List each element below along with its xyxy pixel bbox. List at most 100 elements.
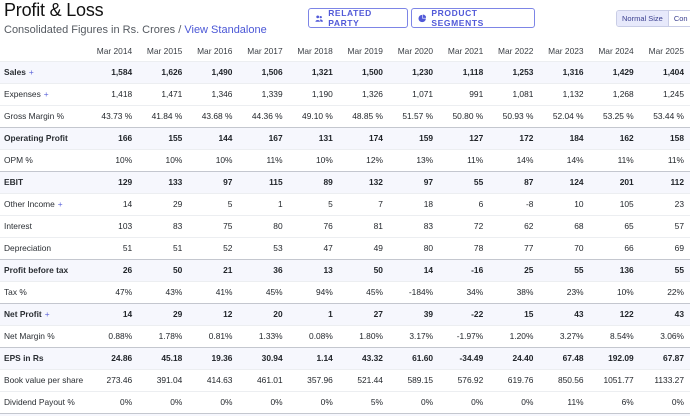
row-label[interactable]: Sales +: [0, 60, 88, 83]
table-cell: 50.80 %: [439, 104, 490, 127]
table-cell: 11%: [639, 148, 690, 171]
table-cell: 80: [388, 236, 440, 259]
table-cell: 53.44 %: [639, 104, 690, 127]
table-cell: 1: [238, 192, 289, 215]
table-cell: 39: [388, 302, 440, 325]
table-cell: 850.56: [539, 368, 590, 391]
column-header: Mar 2024: [598, 46, 634, 57]
table-cell: 25: [489, 258, 540, 281]
table-cell: 1,230: [388, 60, 440, 83]
table-cell: 50.93 %: [489, 104, 540, 127]
table-cell: 61.60: [388, 346, 440, 369]
table-cell: 38%: [489, 280, 540, 303]
table-cell: 13: [288, 258, 339, 281]
table-cell: 112: [639, 170, 690, 193]
table-cell: 3.06%: [639, 324, 690, 347]
table-cell: 1.20%: [489, 324, 540, 347]
table-cell: -1.97%: [439, 324, 490, 347]
table-cell: 0.81%: [188, 324, 239, 347]
table-cell: 1,500: [338, 60, 389, 83]
page-subtitle: Consolidated Figures in Rs. Crores / Vie…: [4, 24, 267, 36]
table-cell: 94%: [288, 280, 339, 303]
table-cell: 1,584: [88, 60, 139, 83]
table-cell: 89: [288, 170, 339, 193]
table-cell: 105: [589, 192, 640, 215]
table-cell: 38.79: [589, 412, 640, 416]
row-label-text: Profit before tax: [4, 265, 69, 275]
table-cell: 7.47: [388, 412, 440, 416]
table-cell: 1,506: [238, 60, 289, 83]
product-segments-button[interactable]: PRODUCT SEGMENTS: [411, 8, 535, 28]
row-label: Profit before tax: [0, 258, 88, 281]
table-cell: 12: [188, 302, 239, 325]
column-header: Mar 2022: [498, 46, 534, 57]
table-cell: 50: [138, 258, 189, 281]
table-cell: 36.27: [88, 412, 139, 416]
table-cell: 129: [88, 170, 139, 193]
column-header: Mar 2018: [297, 46, 333, 57]
table-cell: 1,326: [338, 82, 389, 105]
table-cell: 15: [489, 302, 540, 325]
table-cell: 43%: [138, 280, 189, 303]
table-cell: 1: [288, 302, 339, 325]
table-cell: 0%: [388, 390, 440, 413]
row-label-text: Net Profit: [4, 309, 42, 319]
table-cell: 11%: [238, 148, 289, 171]
table-row: EBIT 129 133 97 115 89 132 97 55 87 124 201 112: [0, 170, 690, 193]
table-cell: 619.76: [489, 368, 540, 391]
row-label: EPS in Rs: [0, 346, 88, 369]
users-icon: [315, 14, 323, 22]
row-label[interactable]: Net Profit +: [0, 302, 88, 325]
header-blank: [0, 42, 88, 61]
table-cell: 1,118: [439, 60, 490, 83]
table-cell: 97: [188, 170, 239, 193]
row-label: Gross Margin %: [0, 104, 88, 127]
related-party-button[interactable]: RELATED PARTY: [308, 8, 408, 28]
view-standalone-link[interactable]: View Standalone: [184, 24, 267, 36]
table-row: Depreciation 51 51 52 53 47 49 80 78 77 70 66 69: [0, 236, 690, 259]
toggle-compact[interactable]: Con: [673, 14, 688, 23]
table-row: Interest 103 83 75 80 76 81 83 72 62 68 65 57: [0, 214, 690, 237]
table-cell: 1,071: [388, 82, 440, 105]
table-cell: 43.73 %: [88, 104, 139, 127]
table-cell: 1,321: [288, 60, 339, 83]
table-cell: 521.44: [338, 368, 389, 391]
table-cell: 23%: [539, 280, 590, 303]
row-label-text: Book value per share: [4, 375, 84, 385]
column-header: Mar 2017: [247, 46, 283, 57]
pie-chart-icon: [418, 13, 427, 22]
table-cell: 45%: [338, 280, 389, 303]
row-label[interactable]: Expenses +: [0, 82, 88, 105]
row-label-text: Gross Margin %: [4, 111, 65, 121]
table-cell: 14%: [539, 148, 590, 171]
table-cell: 53: [238, 236, 289, 259]
toggle-normal-size[interactable]: Normal Size: [617, 11, 669, 26]
table-cell: 50: [338, 258, 389, 281]
table-cell: 162: [589, 126, 640, 149]
table-cell: 1.14: [288, 346, 339, 369]
expand-plus-icon[interactable]: +: [28, 67, 34, 77]
row-label: EBIT: [0, 170, 88, 193]
table-cell: 0.08%: [288, 324, 339, 347]
table-cell: 67.87: [639, 346, 690, 369]
table-cell: 6: [439, 192, 490, 215]
row-label: Book value per share: [0, 368, 88, 391]
table-cell: 0.88%: [88, 324, 139, 347]
table-cell: 1,268: [589, 82, 640, 105]
column-header: Mar 2025: [648, 46, 684, 57]
table-cell: 20: [238, 302, 289, 325]
row-label: Operating Profit: [0, 126, 88, 149]
row-label-text: Tax %: [4, 287, 27, 297]
expand-plus-icon[interactable]: +: [57, 199, 63, 209]
table-cell: 0%: [489, 390, 540, 413]
table-row: Dividend Payout % 0% 0% 0% 0% 0% 5% 0% 0% 0% 11% 6%…: [0, 390, 690, 413]
expand-plus-icon[interactable]: +: [44, 309, 50, 319]
table-cell: 48.85 %: [338, 104, 389, 127]
table-cell: 14%: [489, 148, 540, 171]
table-cell: 0%: [439, 390, 490, 413]
table-cell: 1.78%: [138, 324, 189, 347]
row-label[interactable]: Other Income +: [0, 192, 88, 215]
table-cell: 11%: [439, 148, 490, 171]
expand-plus-icon[interactable]: +: [43, 89, 49, 99]
table-cell: 136: [589, 258, 640, 281]
